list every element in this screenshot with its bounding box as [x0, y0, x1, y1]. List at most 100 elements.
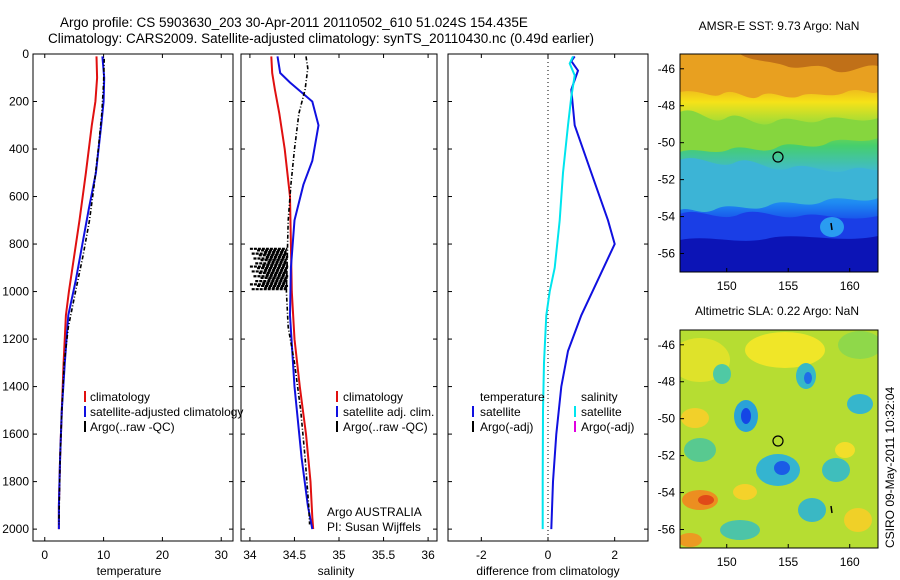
- legend-swatch-satellite: [84, 406, 86, 417]
- argo-program-annotation: Argo AUSTRALIA: [327, 505, 422, 519]
- legend-swatch-sal-satellite: [574, 406, 576, 417]
- series-line-argo-raw-qc-: [58, 58, 105, 525]
- map-x-tick-label: 160: [840, 279, 860, 293]
- y-tick-label: 1600: [2, 427, 29, 441]
- legend-swatch-satellite: [336, 406, 338, 417]
- legend-title-salinity: salinity: [581, 390, 618, 404]
- difference-legend: temperature salinity satellite Argo(-adj…: [472, 390, 634, 434]
- sst-map-frame: [679, 53, 879, 273]
- map-y-tick-label: -56: [658, 523, 676, 537]
- legend-label: Argo(..raw -QC): [343, 420, 428, 434]
- map-x-tick-label: 155: [778, 555, 798, 569]
- series-line-satellite-adjusted-climatology: [57, 56, 106, 530]
- x-tick-label: 35.5: [372, 548, 396, 562]
- sst-map-axes: 150 155 160 -46 -48 -50 -52 -54 -56: [658, 62, 860, 293]
- temperature-x-axis: 0 10 20 30: [41, 54, 228, 562]
- x-tick-label: 36: [421, 548, 435, 562]
- map-x-tick-label: 155: [778, 279, 798, 293]
- temperature-legend: climatology satellite-adjusted climatolo…: [84, 390, 243, 434]
- legend-swatch-climatology: [336, 391, 338, 402]
- series-line-satellite-adj-clim-: [276, 56, 320, 530]
- x-tick-label: 2: [611, 548, 618, 562]
- legend-swatch-temp-argo: [472, 421, 474, 432]
- salinity-legend: climatology satellite adj. clim. Argo(..…: [327, 390, 434, 534]
- legend-swatch-climatology: [84, 391, 86, 402]
- y-tick-label: 2000: [2, 522, 29, 536]
- series-line-climatology: [57, 56, 99, 530]
- sst-heatmap: [680, 54, 878, 272]
- y-tick-label: 400: [9, 142, 29, 156]
- map-y-tick-label: -50: [658, 412, 676, 426]
- map-y-tick-label: -54: [658, 486, 676, 500]
- map-y-tick-label: -52: [658, 173, 676, 187]
- salinity-xlabel: salinity: [318, 564, 355, 578]
- x-tick-label: 34.5: [283, 548, 307, 562]
- legend-title-temperature: temperature: [480, 390, 545, 404]
- legend-swatch-temp-satellite: [472, 406, 474, 417]
- sst-map-title: AMSR-E SST: 9.73 Argo: NaN: [699, 19, 860, 33]
- depth-axis: 0 200 400 600 800 1000 1200 1400 1600 1800 2000: [2, 47, 648, 536]
- pi-annotation: PI: Susan Wijffels: [327, 520, 421, 534]
- legend-label: satellite: [581, 405, 622, 419]
- y-tick-label: 1200: [2, 332, 29, 346]
- series-line-climatology: [270, 56, 315, 530]
- legend-label: Argo(..raw -QC): [90, 420, 175, 434]
- series-line-salinity-satellite: [541, 55, 576, 530]
- legend-label: satellite-adjusted climatology: [90, 405, 243, 419]
- difference-xlabel: difference from climatology: [476, 564, 619, 578]
- legend-label: climatology: [90, 390, 150, 404]
- map-x-tick-label: 150: [717, 555, 737, 569]
- series-line-argo-raw-qc-: [285, 56, 311, 525]
- temperature-plot-frame: [32, 53, 234, 542]
- map-y-tick-label: -54: [658, 210, 676, 224]
- map-y-tick-label: -48: [658, 99, 676, 113]
- y-tick-label: 1400: [2, 380, 29, 394]
- x-tick-label: 35: [332, 548, 346, 562]
- sla-heatmap: [680, 330, 878, 548]
- difference-series: [541, 54, 616, 541]
- legend-label: Argo(-adj): [581, 420, 634, 434]
- argo-track-mark: [830, 222, 833, 231]
- x-tick-label: 30: [215, 548, 229, 562]
- map-y-tick-label: -48: [658, 375, 676, 389]
- x-tick-label: 34: [243, 548, 257, 562]
- legend-label: climatology: [343, 390, 403, 404]
- temperature-xlabel: temperature: [97, 564, 162, 578]
- legend-swatch-argo: [84, 421, 86, 432]
- map-y-tick-label: -46: [658, 338, 676, 352]
- y-tick-label: 1000: [2, 285, 29, 299]
- y-tick-label: 1800: [2, 475, 29, 489]
- x-tick-label: 0: [545, 548, 552, 562]
- sla-map-title: Altimetric SLA: 0.22 Argo: NaN: [695, 304, 859, 318]
- salinity-x-axis: 34 34.5 35 35.5 36: [243, 54, 435, 562]
- x-tick-label: 10: [97, 548, 111, 562]
- legend-swatch-argo: [336, 421, 338, 432]
- y-tick-label: 600: [9, 190, 29, 204]
- map-y-tick-label: -56: [658, 247, 676, 261]
- legend-swatch-sal-argo: [574, 421, 576, 432]
- map-y-tick-label: -46: [658, 62, 676, 76]
- legend-label: satellite adj. clim.: [343, 405, 434, 419]
- sla-map-axes: 150 155 160 -46 -48 -50 -52 -54 -56: [658, 338, 860, 569]
- map-x-tick-label: 150: [717, 279, 737, 293]
- x-tick-label: 20: [156, 548, 170, 562]
- legend-label: satellite: [480, 405, 521, 419]
- y-tick-label: 0: [22, 47, 29, 61]
- map-y-tick-label: -52: [658, 449, 676, 463]
- map-y-tick-label: -50: [658, 136, 676, 150]
- salinity-plot-frame: [240, 53, 438, 542]
- y-tick-label: 200: [9, 95, 29, 109]
- temperature-series: [57, 56, 106, 530]
- argo-float-marker: [772, 151, 784, 163]
- map-x-tick-label: 160: [840, 555, 860, 569]
- x-tick-label: -2: [476, 548, 487, 562]
- credit-timestamp: CSIRO 09-May-2011 10:32:04: [883, 386, 897, 548]
- header-line-2: Climatology: CARS2009. Satellite-adjuste…: [48, 31, 594, 46]
- sla-map-frame: [679, 329, 879, 549]
- salinity-series: [249, 56, 320, 530]
- header-line-1: Argo profile: CS 5903630_203 30-Apr-2011…: [60, 15, 528, 30]
- argo-float-marker: [772, 435, 784, 447]
- x-tick-label: 0: [41, 548, 48, 562]
- argo-track-mark: [830, 505, 833, 514]
